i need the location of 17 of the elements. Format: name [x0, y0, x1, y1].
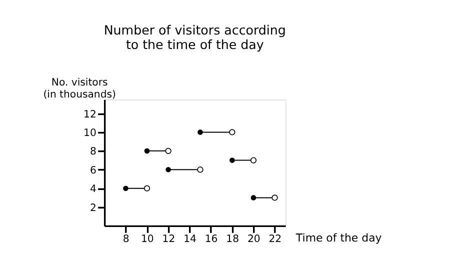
- x-tick-label: 22: [268, 234, 282, 246]
- y-tick-label: 12: [84, 109, 96, 120]
- y-tick-label: 6: [90, 165, 96, 176]
- y-tick-label: 2: [90, 202, 96, 214]
- x-tick-label: 8: [122, 234, 130, 246]
- x-axis-title: Time of the day: [294, 231, 382, 244]
- x-tick-label: 16: [204, 234, 218, 246]
- x-tick-label: 10: [140, 234, 154, 246]
- chart-title: Number of visitors according to the time of the day: [104, 22, 286, 52]
- x-tick-label: 14: [184, 234, 196, 246]
- y-axis-title: No. visitors (in thousands): [43, 78, 116, 100]
- x-tick-label: 20: [247, 234, 260, 246]
- x-tick-label: 12: [162, 234, 176, 246]
- y-tick-label: 8: [90, 146, 96, 158]
- y-tick-label: 10: [84, 128, 96, 140]
- y-tick-label: 4: [90, 184, 96, 196]
- x-tick-label: 18: [226, 234, 240, 246]
